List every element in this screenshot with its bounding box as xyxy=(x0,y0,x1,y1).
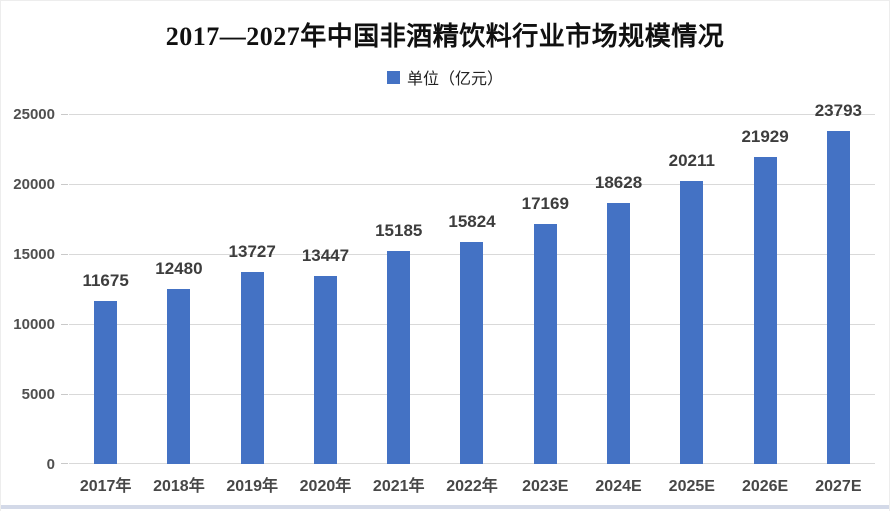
y-tick-label: 10000 xyxy=(13,316,55,333)
bar xyxy=(680,181,703,464)
bar-value-label: 13447 xyxy=(301,246,350,265)
y-tick-label: 0 xyxy=(46,456,55,473)
x-tick-label: 2023E xyxy=(522,478,569,495)
y-axis-tick xyxy=(61,394,68,395)
bar-value-label: 21929 xyxy=(741,127,789,146)
x-tick-label: 2026E xyxy=(741,478,789,495)
bar-value-label: 20211 xyxy=(668,151,715,170)
y-axis-tick xyxy=(61,324,68,325)
x-tick-label: 2017年 xyxy=(79,478,132,495)
x-tick-label: 2024E xyxy=(595,478,642,495)
y-tick-label: 15000 xyxy=(13,246,55,263)
y-tick-label: 5000 xyxy=(21,386,55,403)
bar-value-label: 13727 xyxy=(228,242,276,261)
bar-value-label: 12480 xyxy=(155,259,203,278)
x-tick-label: 2019年 xyxy=(226,478,278,495)
bar xyxy=(387,251,410,464)
bar-value-label: 23793 xyxy=(814,101,862,120)
bar xyxy=(94,301,117,464)
bar-value-label: 18628 xyxy=(594,173,643,192)
bar xyxy=(607,203,630,464)
x-tick-label: 2025E xyxy=(668,478,715,495)
bar-value-label: 17169 xyxy=(521,194,569,213)
bottom-border-line xyxy=(1,505,889,509)
bar xyxy=(754,157,777,464)
x-tick-label: 2021年 xyxy=(372,478,425,495)
y-axis-tick xyxy=(61,463,68,464)
legend-label: 单位（亿元） xyxy=(406,71,503,88)
bar xyxy=(314,276,337,464)
legend: 单位（亿元） xyxy=(1,65,889,89)
x-tick-label: 2020年 xyxy=(299,478,352,495)
y-tick-label: 20000 xyxy=(13,176,55,193)
bar xyxy=(167,289,190,464)
x-tick-label: 2022年 xyxy=(446,478,498,495)
bar-value-label: 15185 xyxy=(375,221,423,240)
y-tick-label: 25000 xyxy=(13,106,55,123)
bar-value-label: 11675 xyxy=(82,271,129,290)
bar xyxy=(827,131,850,464)
gridline xyxy=(69,114,875,115)
legend-swatch-icon xyxy=(386,70,400,84)
x-tick-label: 2027E xyxy=(815,478,862,495)
y-axis-tick xyxy=(61,184,68,185)
bar xyxy=(534,224,557,464)
gridline xyxy=(69,184,875,185)
x-tick-label: 2018年 xyxy=(153,478,205,495)
y-axis-tick xyxy=(61,114,68,115)
bar xyxy=(241,272,264,464)
y-axis-tick xyxy=(61,254,68,255)
bar-value-label: 15824 xyxy=(448,212,496,231)
bar xyxy=(460,242,483,464)
chart-title: 2017—2027年中国非酒精饮料行业市场规模情况 xyxy=(165,22,725,51)
